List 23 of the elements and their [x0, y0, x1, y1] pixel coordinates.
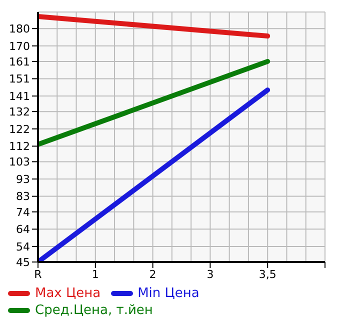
y-tick-label: 141	[9, 90, 30, 103]
y-tick-label: 54	[16, 240, 30, 254]
y-tick-label: 93	[16, 172, 30, 186]
legend-label: Max Цена	[35, 286, 101, 301]
y-tick-label: 161	[9, 55, 30, 68]
legend-label: Сред.Цена, т.йен	[35, 303, 153, 318]
y-tick-label: 45	[16, 256, 30, 269]
x-tick-label: R	[34, 268, 42, 281]
x-tick-label: 1	[92, 268, 99, 281]
x-tick-label: 3	[206, 268, 214, 281]
y-tick-label: 64	[16, 223, 30, 236]
y-tick-label: 112	[9, 140, 30, 154]
x-tick-label: 3,5	[258, 268, 276, 281]
y-tick-label: 122	[9, 122, 30, 136]
y-tick-label: 151	[9, 72, 30, 86]
y-tick-label: 83	[16, 190, 30, 204]
y-tick-label: 132	[9, 105, 30, 118]
x-tick-label: 2	[149, 268, 156, 281]
y-tick-label: 180	[9, 22, 30, 36]
y-tick-label: 170	[9, 40, 30, 53]
y-tick-label: 103	[9, 156, 30, 169]
y-tick-label: 74	[16, 206, 30, 219]
legend-label: Min Цена	[138, 286, 200, 301]
